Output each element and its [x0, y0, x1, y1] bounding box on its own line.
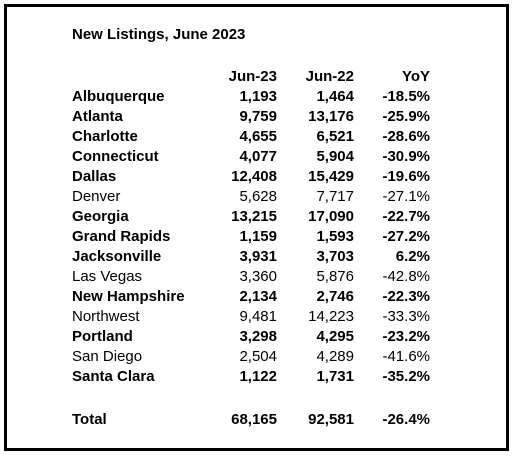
column-header: YoY — [401, 68, 430, 85]
cell: 9,481 — [239, 308, 277, 325]
cell: 12,408 — [231, 168, 277, 185]
cell: 6,521 — [316, 128, 354, 145]
cell: 5,904 — [316, 148, 354, 165]
row-label: Grand Rapids — [72, 228, 171, 245]
cell: -18.5% — [382, 88, 430, 105]
total-label: Total — [72, 411, 107, 428]
cell: 1,464 — [316, 88, 354, 105]
cell: 6.2% — [395, 248, 430, 265]
total-cell: -26.4% — [382, 411, 430, 428]
cell: 17,090 — [308, 208, 354, 225]
cell: 1,122 — [239, 368, 277, 385]
cell: 7,717 — [316, 188, 354, 205]
row-label: Denver — [72, 188, 121, 205]
row-label: Atlanta — [72, 108, 123, 125]
row-label: Northwest — [72, 308, 140, 325]
row-label: Portland — [72, 328, 133, 345]
cell: 3,360 — [239, 268, 277, 285]
column-header: Jun-23 — [228, 68, 277, 85]
row-label: Albuquerque — [72, 88, 165, 105]
cell: 5,876 — [316, 268, 354, 285]
cell: 4,655 — [239, 128, 277, 145]
cell: 13,176 — [308, 108, 354, 125]
total-cell: 68,165 — [231, 411, 277, 428]
cell: 9,759 — [239, 108, 277, 125]
cell: 3,931 — [239, 248, 277, 265]
cell: -27.2% — [382, 228, 430, 245]
row-label: Charlotte — [72, 128, 138, 145]
row-label: Dallas — [72, 168, 117, 185]
cell: 4,295 — [316, 328, 354, 345]
cell: -27.1% — [382, 188, 430, 205]
cell: -23.2% — [382, 328, 430, 345]
cell: 1,193 — [239, 88, 277, 105]
cell: -22.3% — [382, 288, 430, 305]
cell: -30.9% — [382, 148, 430, 165]
cell: -19.6% — [382, 168, 430, 185]
cell: 2,134 — [239, 288, 277, 305]
column-header: Jun-22 — [305, 68, 354, 85]
cell: -35.2% — [382, 368, 430, 385]
cell: -22.7% — [382, 208, 430, 225]
table-frame — [4, 4, 509, 451]
cell: 1,593 — [316, 228, 354, 245]
row-label: Jacksonville — [72, 248, 162, 265]
row-label: Santa Clara — [72, 368, 155, 385]
cell: 3,298 — [239, 328, 277, 345]
cell: 2,746 — [316, 288, 354, 305]
cell: 4,289 — [316, 348, 354, 365]
cell: -42.8% — [382, 268, 430, 285]
total-cell: 92,581 — [308, 411, 354, 428]
row-label: San Diego — [72, 348, 143, 365]
cell: -41.6% — [382, 348, 430, 365]
cell: 13,215 — [231, 208, 277, 225]
row-label: Connecticut — [72, 148, 159, 165]
cell: -28.6% — [382, 128, 430, 145]
cell: 5,628 — [239, 188, 277, 205]
cell: 1,159 — [239, 228, 277, 245]
row-label: Georgia — [72, 208, 129, 225]
cell: 15,429 — [308, 168, 354, 185]
cell: 1,731 — [316, 368, 354, 385]
row-label: Las Vegas — [72, 268, 143, 285]
cell: 14,223 — [308, 308, 354, 325]
table-title: New Listings, June 2023 — [72, 26, 246, 43]
row-label: New Hampshire — [72, 288, 185, 305]
cell: 2,504 — [239, 348, 277, 365]
cell: 4,077 — [239, 148, 277, 165]
cell: -25.9% — [382, 108, 430, 125]
cell: -33.3% — [382, 308, 430, 325]
cell: 3,703 — [316, 248, 354, 265]
